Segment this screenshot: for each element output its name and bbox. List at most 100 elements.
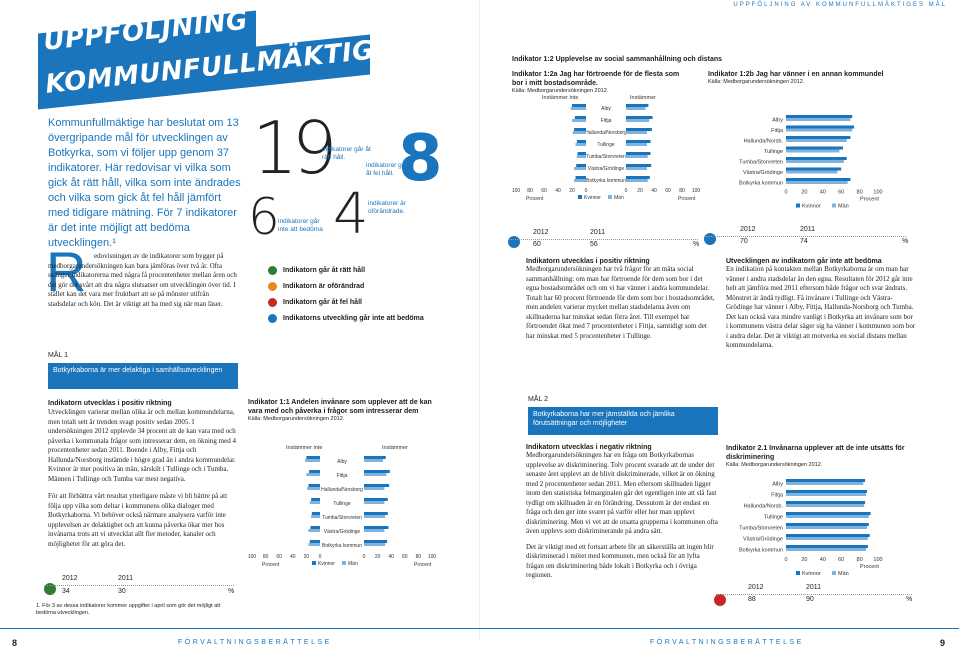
unit-left: Procent: [526, 196, 544, 202]
c21-v2: 90: [806, 596, 814, 603]
bar-kv: [786, 157, 847, 160]
area-label: Tumba/Storvreten: [586, 154, 626, 160]
tick-left: 20: [304, 554, 310, 560]
bar-kv-pos: [364, 526, 389, 529]
area-label: Hallunda/Norsborg: [585, 130, 627, 136]
bar-man-pos: [626, 143, 647, 146]
bar-kv-pos: [626, 152, 651, 155]
bar-man: [786, 139, 847, 142]
c12a-v2: 56: [590, 241, 598, 248]
big-19: 19: [252, 106, 338, 190]
bar-kv-neg: [577, 152, 586, 155]
bar-kv: [786, 501, 866, 504]
legend-kv-swatch: [578, 195, 582, 199]
bar-man-pos: [364, 487, 385, 490]
text2-body: Medborgarundersökningen har en fråga om …: [526, 451, 718, 535]
col1: Indikatorn utvecklas i positiv riktning …: [48, 400, 238, 549]
bar-man-pos: [364, 501, 385, 504]
c21-rule: [716, 594, 912, 595]
legend-man-swatch: [832, 203, 836, 208]
tick: 80: [857, 557, 863, 563]
legend-man-swatch: [608, 195, 612, 199]
bar-man: [786, 482, 864, 485]
c11-lh: Instämmer inte: [286, 445, 322, 451]
blue-dot-icon: [268, 314, 277, 323]
text2: Indikatorn utvecklas i negativ riktning …: [526, 444, 718, 581]
c21-pct: %: [906, 596, 913, 603]
chart-1-1: Instämmer inte Instämmer Alby Fittja Hallu…: [248, 445, 436, 568]
tick-right: 80: [679, 188, 685, 194]
c21-v1: 88: [748, 596, 756, 603]
mal1-label: MÅL 1: [48, 352, 68, 359]
bar-man-neg: [572, 131, 586, 134]
area-label: Tumba/Storvreten: [739, 159, 783, 165]
col1-v1: 34: [62, 588, 70, 595]
tick-left: 100: [248, 554, 256, 560]
legend-blue: Indikatorns utveckling går inte att bedö…: [268, 314, 424, 323]
text2-body2: Det är viktigt med ett fortsatt arbete f…: [526, 542, 714, 580]
area-label: Västra/Grödinge: [324, 529, 361, 535]
bar-kv-neg: [572, 104, 586, 107]
bar-man-pos: [626, 131, 647, 134]
bar-man-neg: [305, 459, 320, 462]
tick-left: 80: [263, 554, 269, 560]
area-label: Hallunda/Norsb.: [744, 504, 784, 510]
unit: Procent: [860, 564, 879, 570]
big-8: 8: [398, 122, 443, 196]
green-dot-icon: [268, 266, 277, 275]
big-19-text: indikatorer går åt rätt håll.: [322, 146, 371, 161]
tick: 60: [838, 190, 844, 196]
legend-orange: Indikatorn är oförändrad: [268, 282, 424, 291]
tick: 40: [820, 190, 826, 196]
bar-kv-neg: [576, 164, 586, 167]
legend-man-swatch: [342, 561, 346, 565]
svg-text:Instämmer inte: Instämmer inte: [542, 95, 578, 101]
bar-man-neg: [311, 515, 320, 518]
area-label: Fittja: [337, 473, 348, 479]
tick-left: 40: [555, 188, 561, 194]
bar-kv-pos: [626, 176, 650, 179]
bar-kv: [786, 534, 870, 537]
tick-right: 60: [402, 554, 408, 560]
area-label: Alby: [337, 459, 347, 465]
tick-right: 20: [637, 188, 643, 194]
svg-text:Instämmer: Instämmer: [630, 95, 656, 101]
ind21-src: Källa: Medborgarundersökningen 2012.: [726, 462, 823, 468]
area-label: Fittja: [601, 118, 612, 124]
c12a-status-dot: [508, 236, 520, 248]
bar-man: [786, 170, 838, 174]
text12a-body: Medborgarundersökningen har två frågor f…: [526, 265, 715, 340]
tick-right: 0: [363, 554, 366, 560]
bar-kv-neg: [308, 484, 320, 487]
ind12b-src: Källa: Medborgarundersökningen 2012.: [708, 79, 805, 85]
ind11: Indikator 1:1 Andelen invånare som upple…: [248, 398, 438, 423]
bar-man: [786, 493, 867, 496]
bar-kv-pos: [364, 484, 390, 487]
running-head: UPPFÖLJNING AV KOMMUNFULLMÄKTIGES MÅL: [733, 2, 947, 8]
area-label: Västra/Grödinge: [743, 170, 783, 176]
bar-kv: [786, 490, 867, 493]
area-label: Botkyrka kommun: [739, 548, 783, 554]
mal1-text: Botkyrkaborna är mer delaktiga i samhäll…: [53, 367, 223, 374]
area-label: Tullinge: [597, 142, 615, 148]
bar-kv-neg: [574, 116, 586, 119]
c12a-y2: 2011: [590, 229, 606, 236]
mal2-box: Botkyrkaborna har mer jämställda och jäm…: [528, 407, 718, 435]
c11-bars: Alby Fittja Hallunda/Norsborg Tullinge Tumba…: [248, 456, 436, 568]
bar-man-neg: [306, 473, 320, 476]
bar-kv: [786, 167, 842, 171]
c21-y1: 2012: [748, 584, 764, 591]
area-label: Botkyrka kommun: [322, 543, 362, 549]
tick-left: 20: [569, 188, 575, 194]
bar-man-neg: [307, 487, 320, 490]
area-label: Alby: [601, 106, 611, 112]
big-6: 6: [248, 188, 280, 246]
c12a-rule: [508, 239, 698, 240]
tick-right: 40: [388, 554, 394, 560]
bar-man-pos: [626, 155, 648, 158]
bar-kv: [786, 479, 866, 482]
bar-kv: [786, 523, 869, 526]
orange-dot-icon: [268, 282, 277, 291]
bar-kv-neg: [309, 540, 320, 543]
bar-man-neg: [575, 143, 586, 146]
